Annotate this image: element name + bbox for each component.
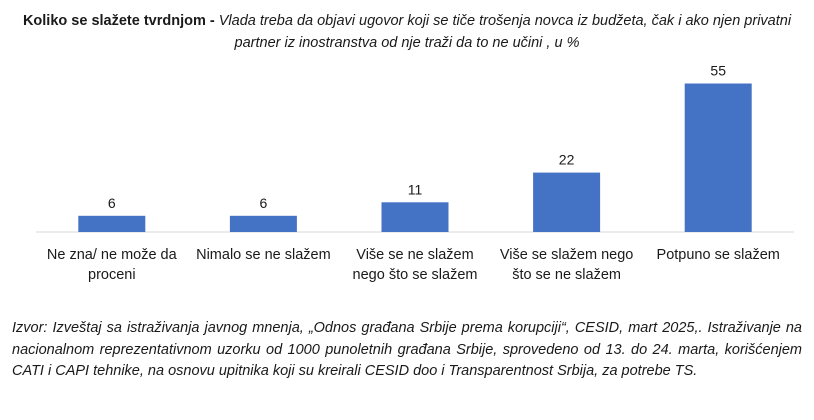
bar: [684, 83, 752, 232]
category-label: Više se ne slažem: [356, 247, 473, 263]
bar: [229, 215, 297, 232]
bar: [78, 215, 146, 232]
chart-title: Koliko se slažete tvrdnjom - Vlada treba…: [10, 10, 804, 54]
chart-title-bold: Koliko se slažete tvrdnjom -: [22, 13, 215, 29]
data-label: 11: [408, 181, 423, 197]
data-label: 6: [260, 195, 268, 211]
bar: [381, 202, 449, 232]
category-label: Više se slažem nego: [500, 247, 634, 263]
category-label: Ne zna/ ne može da: [47, 247, 178, 263]
category-label: nego što se slažem: [353, 267, 478, 283]
chart-title-italic: Vlada treba da objavi ugovor koji se tič…: [218, 13, 792, 51]
category-label: proceni: [88, 267, 136, 283]
data-label: 6: [108, 195, 116, 211]
category-label: što se ne slažem: [512, 267, 621, 283]
category-label: Nimalo se ne slažem: [196, 247, 331, 263]
source-note: Izvor: Izveštaj sa istraživanja javnog m…: [12, 320, 802, 379]
data-label: 55: [710, 63, 726, 79]
category-label: Potpuno se slažem: [657, 247, 780, 263]
bar-chart: 6 Ne zna/ ne može da proceni 6 Nimalo se ne …: [36, 63, 794, 283]
data-label: 22: [559, 152, 575, 168]
bar: [533, 172, 601, 232]
